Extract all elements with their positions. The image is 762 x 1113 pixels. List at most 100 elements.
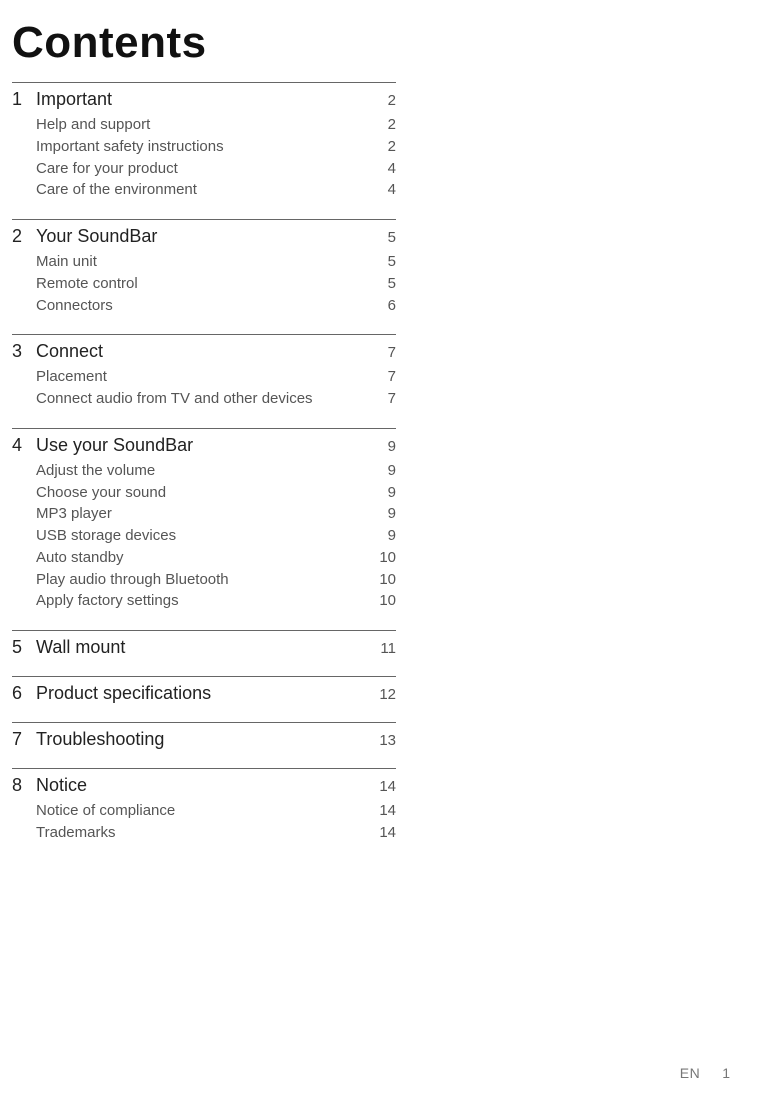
toc-section: 6 Product specifications 12: [12, 676, 396, 704]
sub-title: Connectors: [36, 295, 372, 317]
contents-title: Contents: [12, 18, 762, 68]
sub-page: 14: [372, 800, 396, 822]
toc-section: 4 Use your SoundBar 9 Adjust the volume9…: [12, 428, 396, 612]
sub-title: Notice of compliance: [36, 800, 372, 822]
toc-sub-row[interactable]: Main unit5: [12, 251, 396, 273]
toc-chapter-row[interactable]: 2 Your SoundBar 5: [12, 226, 396, 247]
sub-title: Auto standby: [36, 547, 372, 569]
toc-sub-row[interactable]: Apply factory settings10: [12, 590, 396, 612]
toc-sub-row[interactable]: Care for your product4: [12, 158, 396, 180]
sub-page: 7: [372, 388, 396, 410]
chapter-page: 2: [372, 92, 396, 109]
sub-page: 4: [372, 179, 396, 201]
toc-sub-row[interactable]: Important safety instructions2: [12, 136, 396, 158]
chapter-page: 5: [372, 229, 396, 246]
sub-page: 9: [372, 482, 396, 504]
toc-sub-rows: Notice of compliance14 Trademarks14: [12, 800, 396, 844]
toc-sub-row[interactable]: Placement7: [12, 366, 396, 388]
toc-sub-row[interactable]: Remote control5: [12, 273, 396, 295]
sub-page: 14: [372, 822, 396, 844]
toc-chapter-row[interactable]: 4 Use your SoundBar 9: [12, 435, 396, 456]
sub-page: 9: [372, 460, 396, 482]
sub-title: Adjust the volume: [36, 460, 372, 482]
toc-chapter-row[interactable]: 7 Troubleshooting 13: [12, 729, 396, 750]
toc-sub-rows: Main unit5 Remote control5 Connectors6: [12, 251, 396, 316]
toc-sub-row[interactable]: Connectors6: [12, 295, 396, 317]
sub-title: Important safety instructions: [36, 136, 372, 158]
sub-title: Main unit: [36, 251, 372, 273]
chapter-page: 12: [372, 686, 396, 703]
sub-title: Care of the environment: [36, 179, 372, 201]
toc-sub-row[interactable]: Trademarks14: [12, 822, 396, 844]
toc-sub-row[interactable]: Play audio through Bluetooth10: [12, 569, 396, 591]
toc-section: 1 Important 2 Help and support2 Importan…: [12, 82, 396, 201]
toc-sub-row[interactable]: Care of the environment4: [12, 179, 396, 201]
footer-lang: EN: [680, 1065, 700, 1081]
chapter-title: Use your SoundBar: [36, 435, 372, 456]
toc-section: 2 Your SoundBar 5 Main unit5 Remote cont…: [12, 219, 396, 316]
chapter-number: 6: [12, 683, 36, 704]
sub-title: MP3 player: [36, 503, 372, 525]
sub-title: Choose your sound: [36, 482, 372, 504]
sub-page: 5: [372, 251, 396, 273]
chapter-number: 2: [12, 226, 36, 247]
chapter-number: 4: [12, 435, 36, 456]
table-of-contents: 1 Important 2 Help and support2 Importan…: [12, 82, 396, 844]
toc-sub-row[interactable]: Help and support2: [12, 114, 396, 136]
toc-sub-row[interactable]: Notice of compliance14: [12, 800, 396, 822]
sub-title: Connect audio from TV and other devices: [36, 388, 372, 410]
chapter-page: 13: [372, 732, 396, 749]
chapter-page: 11: [372, 640, 396, 657]
chapter-title: Product specifications: [36, 683, 372, 704]
toc-chapter-row[interactable]: 6 Product specifications 12: [12, 683, 396, 704]
toc-sub-row[interactable]: Choose your sound9: [12, 482, 396, 504]
toc-chapter-row[interactable]: 5 Wall mount 11: [12, 637, 396, 658]
sub-page: 4: [372, 158, 396, 180]
chapter-number: 5: [12, 637, 36, 658]
toc-sub-rows: Adjust the volume9 Choose your sound9 MP…: [12, 460, 396, 612]
toc-chapter-row[interactable]: 3 Connect 7: [12, 341, 396, 362]
sub-title: Placement: [36, 366, 372, 388]
sub-page: 2: [372, 114, 396, 136]
sub-title: Care for your product: [36, 158, 372, 180]
chapter-number: 1: [12, 89, 36, 110]
sub-title: Trademarks: [36, 822, 372, 844]
page: Contents 1 Important 2 Help and support2…: [0, 0, 762, 1113]
toc-sub-rows: Placement7 Connect audio from TV and oth…: [12, 366, 396, 410]
toc-section: 5 Wall mount 11: [12, 630, 396, 658]
sub-title: Play audio through Bluetooth: [36, 569, 372, 591]
sub-title: Apply factory settings: [36, 590, 372, 612]
toc-sub-row[interactable]: Adjust the volume9: [12, 460, 396, 482]
sub-page: 10: [372, 547, 396, 569]
sub-title: Remote control: [36, 273, 372, 295]
toc-sub-rows: Help and support2 Important safety instr…: [12, 114, 396, 201]
chapter-title: Connect: [36, 341, 372, 362]
sub-page: 5: [372, 273, 396, 295]
toc-chapter-row[interactable]: 8 Notice 14: [12, 775, 396, 796]
chapter-page: 14: [372, 778, 396, 795]
chapter-title: Your SoundBar: [36, 226, 372, 247]
sub-page: 10: [372, 590, 396, 612]
sub-page: 7: [372, 366, 396, 388]
toc-section: 8 Notice 14 Notice of compliance14 Trade…: [12, 768, 396, 844]
chapter-title: Notice: [36, 775, 372, 796]
chapter-number: 3: [12, 341, 36, 362]
sub-page: 2: [372, 136, 396, 158]
toc-chapter-row[interactable]: 1 Important 2: [12, 89, 396, 110]
sub-title: Help and support: [36, 114, 372, 136]
page-footer: EN 1: [680, 1065, 730, 1081]
chapter-number: 7: [12, 729, 36, 750]
toc-sub-row[interactable]: MP3 player9: [12, 503, 396, 525]
sub-page: 9: [372, 525, 396, 547]
chapter-title: Important: [36, 89, 372, 110]
chapter-title: Troubleshooting: [36, 729, 372, 750]
chapter-number: 8: [12, 775, 36, 796]
chapter-page: 7: [372, 344, 396, 361]
toc-sub-row[interactable]: Connect audio from TV and other devices7: [12, 388, 396, 410]
chapter-title: Wall mount: [36, 637, 372, 658]
sub-page: 9: [372, 503, 396, 525]
sub-page: 10: [372, 569, 396, 591]
toc-sub-row[interactable]: USB storage devices9: [12, 525, 396, 547]
sub-title: USB storage devices: [36, 525, 372, 547]
toc-sub-row[interactable]: Auto standby10: [12, 547, 396, 569]
